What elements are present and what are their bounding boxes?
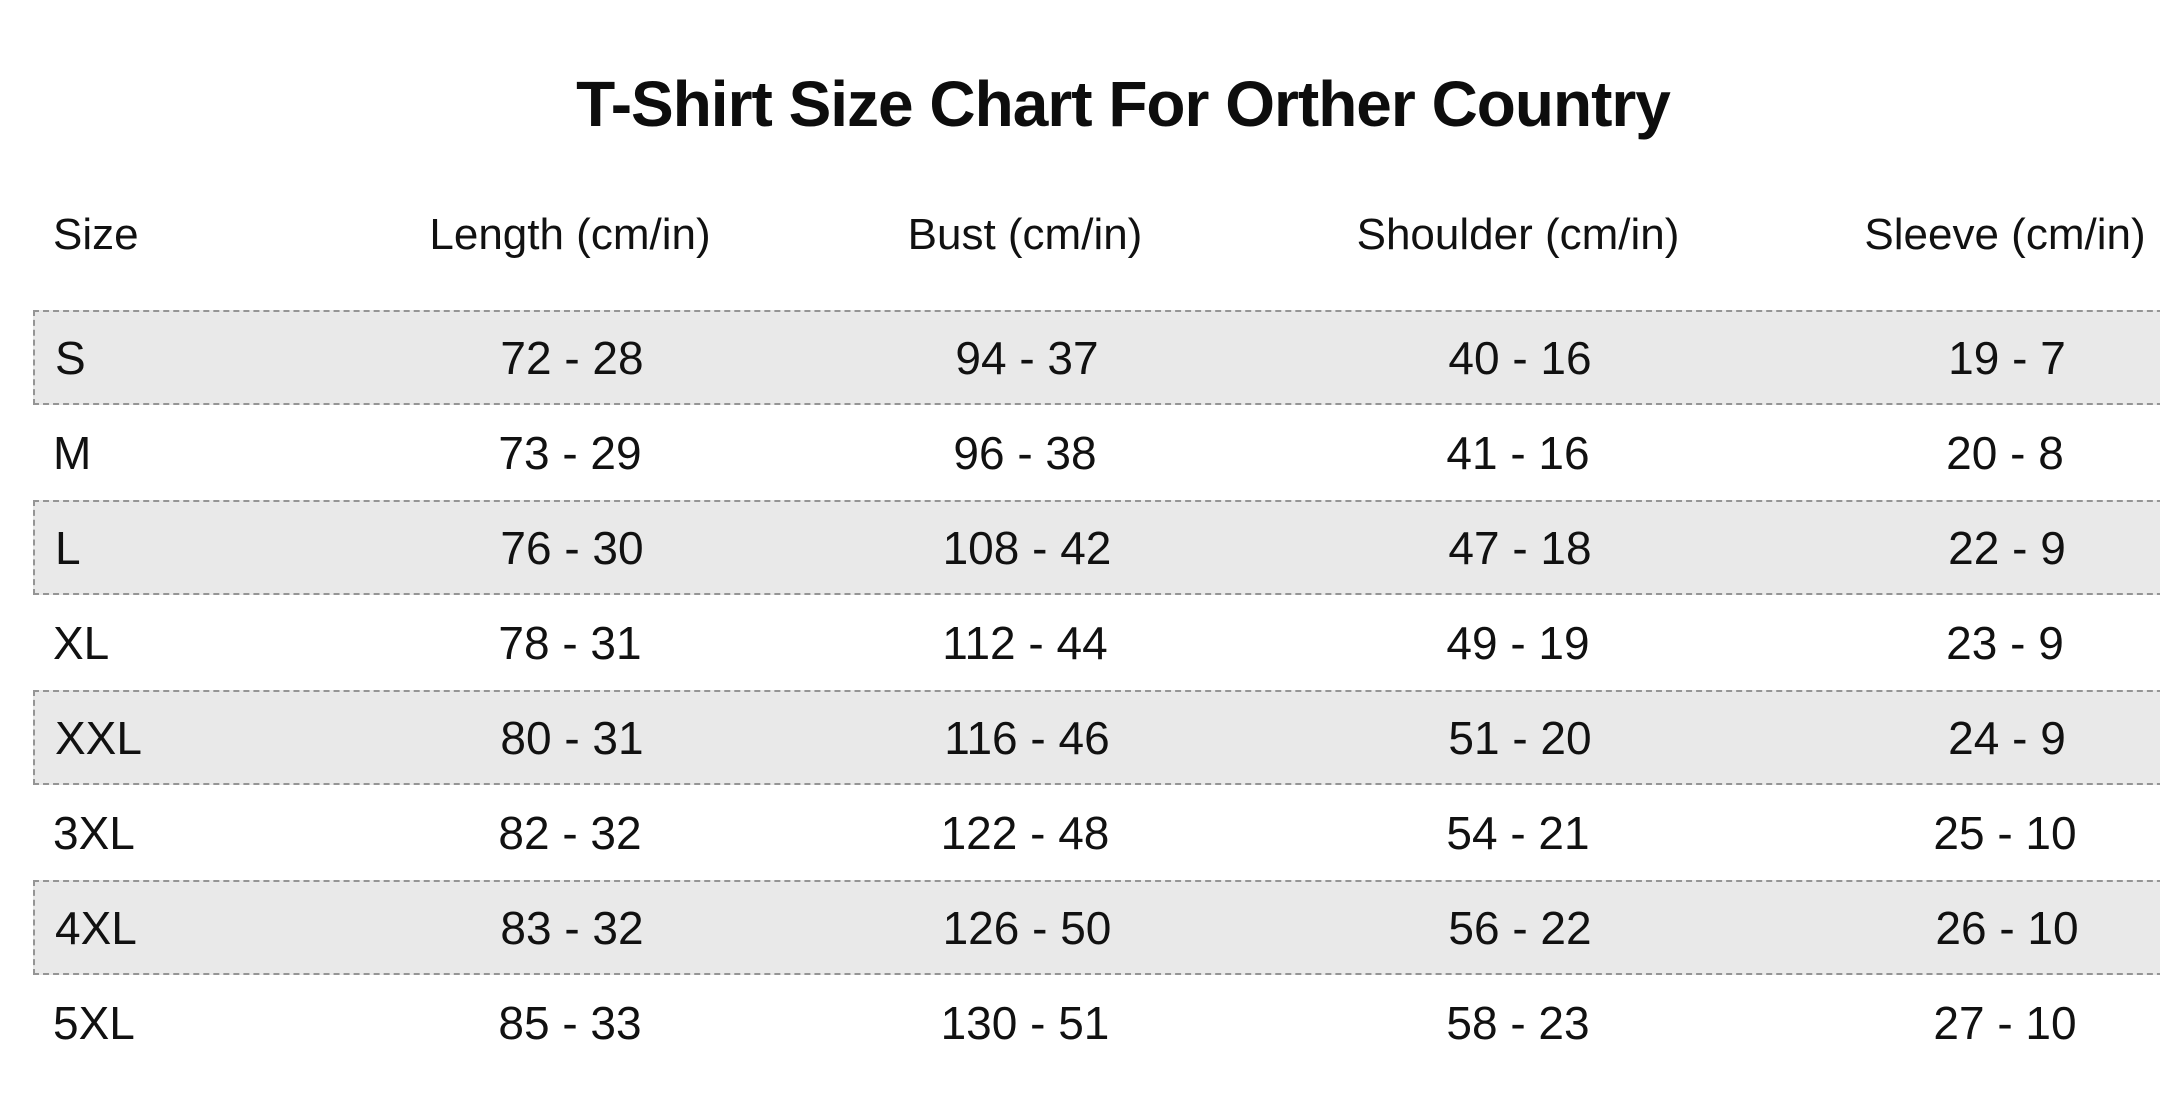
cell-size: 4XL	[55, 901, 137, 954]
cell-shoulder: 47 - 18	[1448, 521, 1592, 574]
table-row: XXL 80 - 31 116 - 46 51 - 20 24 - 9	[33, 690, 2160, 785]
table-row: L 76 - 30 108 - 42 47 - 18 22 - 9	[33, 500, 2160, 595]
cell-length: 82 - 32	[498, 806, 642, 859]
cell-shoulder: 40 - 16	[1448, 331, 1592, 384]
column-header-size: Size	[53, 210, 139, 259]
column-header-bust: Bust (cm/in)	[907, 210, 1143, 259]
cell-size: S	[55, 331, 86, 384]
cell-sleeve: 26 - 10	[1935, 901, 2079, 954]
cell-bust: 116 - 46	[944, 711, 1110, 764]
cell-bust: 108 - 42	[942, 521, 1112, 574]
cell-length: 80 - 31	[500, 711, 644, 764]
column-header-length: Length (cm/in)	[429, 210, 711, 259]
cell-size: L	[55, 521, 81, 574]
size-chart: T-Shirt Size Chart For Orther Country Si…	[33, 0, 2160, 1070]
cell-bust: 112 - 44	[942, 616, 1108, 669]
cell-bust: 122 - 48	[940, 806, 1110, 859]
cell-shoulder: 54 - 21	[1446, 806, 1590, 859]
table-row: 3XL 82 - 32 122 - 48 54 - 21 25 - 10	[33, 785, 2160, 880]
cell-length: 78 - 31	[498, 616, 642, 669]
cell-shoulder: 49 - 19	[1446, 616, 1590, 669]
table-row: S 72 - 28 94 - 37 40 - 16 19 - 7	[33, 310, 2160, 405]
cell-length: 83 - 32	[500, 901, 644, 954]
cell-size: XXL	[55, 711, 142, 764]
table-row: M 73 - 29 96 - 38 41 - 16 20 - 8	[33, 405, 2160, 500]
cell-sleeve: 19 - 7	[1948, 331, 2066, 384]
cell-size: 3XL	[53, 806, 135, 859]
cell-shoulder: 58 - 23	[1446, 996, 1590, 1049]
cell-sleeve: 25 - 10	[1933, 806, 2077, 859]
cell-shoulder: 56 - 22	[1448, 901, 1592, 954]
cell-size: XL	[53, 616, 110, 669]
table-body: S 72 - 28 94 - 37 40 - 16 19 - 7 M 73 - …	[33, 310, 2160, 1070]
cell-shoulder: 51 - 20	[1448, 711, 1592, 764]
cell-size: 5XL	[53, 996, 135, 1049]
cell-bust: 94 - 37	[955, 331, 1099, 384]
table-header-row: Size Length (cm/in) Bust (cm/in) Shoulde…	[33, 190, 2160, 280]
cell-sleeve: 23 - 9	[1946, 616, 2064, 669]
cell-length: 76 - 30	[500, 521, 644, 574]
cell-shoulder: 41 - 16	[1446, 426, 1590, 479]
page-title: T-Shirt Size Chart For Orther Country	[576, 68, 1671, 140]
cell-sleeve: 22 - 9	[1948, 521, 2066, 574]
table-row: 4XL 83 - 32 126 - 50 56 - 22 26 - 10	[33, 880, 2160, 975]
table-row: 5XL 85 - 33 130 - 51 58 - 23 27 - 10	[33, 975, 2160, 1070]
cell-length: 85 - 33	[498, 996, 642, 1049]
cell-bust: 96 - 38	[953, 426, 1097, 479]
cell-sleeve: 20 - 8	[1946, 426, 2064, 479]
column-header-sleeve: Sleeve (cm/in)	[1864, 210, 2146, 259]
cell-bust: 126 - 50	[942, 901, 1112, 954]
cell-sleeve: 27 - 10	[1933, 996, 2077, 1049]
cell-length: 72 - 28	[500, 331, 644, 384]
table-row: XL 78 - 31 112 - 44 49 - 19 23 - 9	[33, 595, 2160, 690]
cell-bust: 130 - 51	[940, 996, 1110, 1049]
column-header-shoulder: Shoulder (cm/in)	[1356, 210, 1680, 259]
cell-size: M	[53, 426, 92, 479]
cell-length: 73 - 29	[498, 426, 642, 479]
cell-sleeve: 24 - 9	[1948, 711, 2066, 764]
